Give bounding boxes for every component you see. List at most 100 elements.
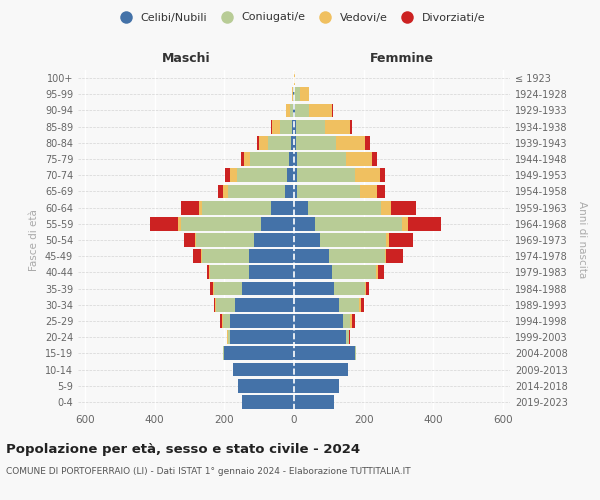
Bar [380,168,385,182]
Bar [297,152,346,166]
Bar [294,217,315,230]
Text: Maschi: Maschi [161,52,211,65]
Bar [294,200,308,214]
Bar [294,282,334,296]
Bar [244,152,250,166]
Bar [150,217,178,230]
Bar [223,184,228,198]
Bar [402,217,408,230]
Bar [200,250,202,263]
Bar [272,120,280,134]
Bar [386,233,389,247]
Bar [294,184,297,198]
Bar [287,168,294,182]
Bar [339,298,359,312]
Bar [295,104,308,118]
Bar [329,250,385,263]
Bar [290,136,294,149]
Bar [225,168,230,182]
Bar [215,298,235,312]
Bar [294,104,295,118]
Bar [391,200,416,214]
Text: COMUNE DI PORTOFERRAIO (LI) - Dati ISTAT 1° gennaio 2024 - Elaborazione TUTTITAL: COMUNE DI PORTOFERRAIO (LI) - Dati ISTAT… [6,468,410,476]
Bar [250,152,289,166]
Bar [184,233,195,247]
Bar [193,250,200,263]
Bar [181,200,199,214]
Bar [294,314,343,328]
Bar [385,250,386,263]
Bar [178,217,181,230]
Bar [293,104,294,118]
Bar [294,362,348,376]
Bar [257,136,259,149]
Bar [389,233,413,247]
Bar [292,120,294,134]
Bar [381,200,391,214]
Bar [261,217,294,230]
Bar [297,168,355,182]
Bar [230,168,236,182]
Bar [294,120,296,134]
Bar [223,314,230,328]
Bar [346,152,373,166]
Text: Femmine: Femmine [370,52,434,65]
Bar [343,314,350,328]
Bar [320,233,386,247]
Bar [294,250,329,263]
Bar [259,136,268,149]
Bar [280,120,292,134]
Bar [294,152,297,166]
Bar [308,104,332,118]
Bar [289,152,294,166]
Bar [294,379,339,392]
Bar [336,136,365,149]
Legend: Celibi/Nubili, Coniugati/e, Vedovi/e, Divorziati/e: Celibi/Nubili, Coniugati/e, Vedovi/e, Di… [110,8,490,27]
Bar [223,346,224,360]
Text: Popolazione per età, sesso e stato civile - 2024: Popolazione per età, sesso e stato civil… [6,442,360,456]
Bar [294,395,334,409]
Bar [195,233,196,247]
Bar [249,266,294,280]
Bar [242,282,294,296]
Bar [285,184,294,198]
Bar [377,266,384,280]
Bar [299,88,310,101]
Bar [242,395,294,409]
Bar [386,250,403,263]
Bar [220,314,221,328]
Bar [294,168,297,182]
Bar [286,104,290,118]
Bar [268,136,290,149]
Bar [297,184,360,198]
Bar [325,120,350,134]
Bar [221,314,223,328]
Bar [408,217,442,230]
Bar [214,298,215,312]
Bar [230,330,294,344]
Bar [218,184,223,198]
Bar [361,298,364,312]
Bar [373,152,377,166]
Bar [249,250,294,263]
Bar [350,120,352,134]
Bar [202,250,249,263]
Bar [315,217,402,230]
Bar [355,168,380,182]
Bar [241,152,244,166]
Bar [294,330,346,344]
Bar [292,88,293,101]
Bar [294,233,320,247]
Bar [355,346,356,360]
Bar [199,200,202,214]
Bar [233,362,294,376]
Bar [210,282,213,296]
Bar [254,233,294,247]
Bar [376,266,377,280]
Bar [332,104,333,118]
Bar [209,266,211,280]
Bar [359,298,361,312]
Bar [271,120,272,134]
Bar [290,104,293,118]
Bar [202,200,271,214]
